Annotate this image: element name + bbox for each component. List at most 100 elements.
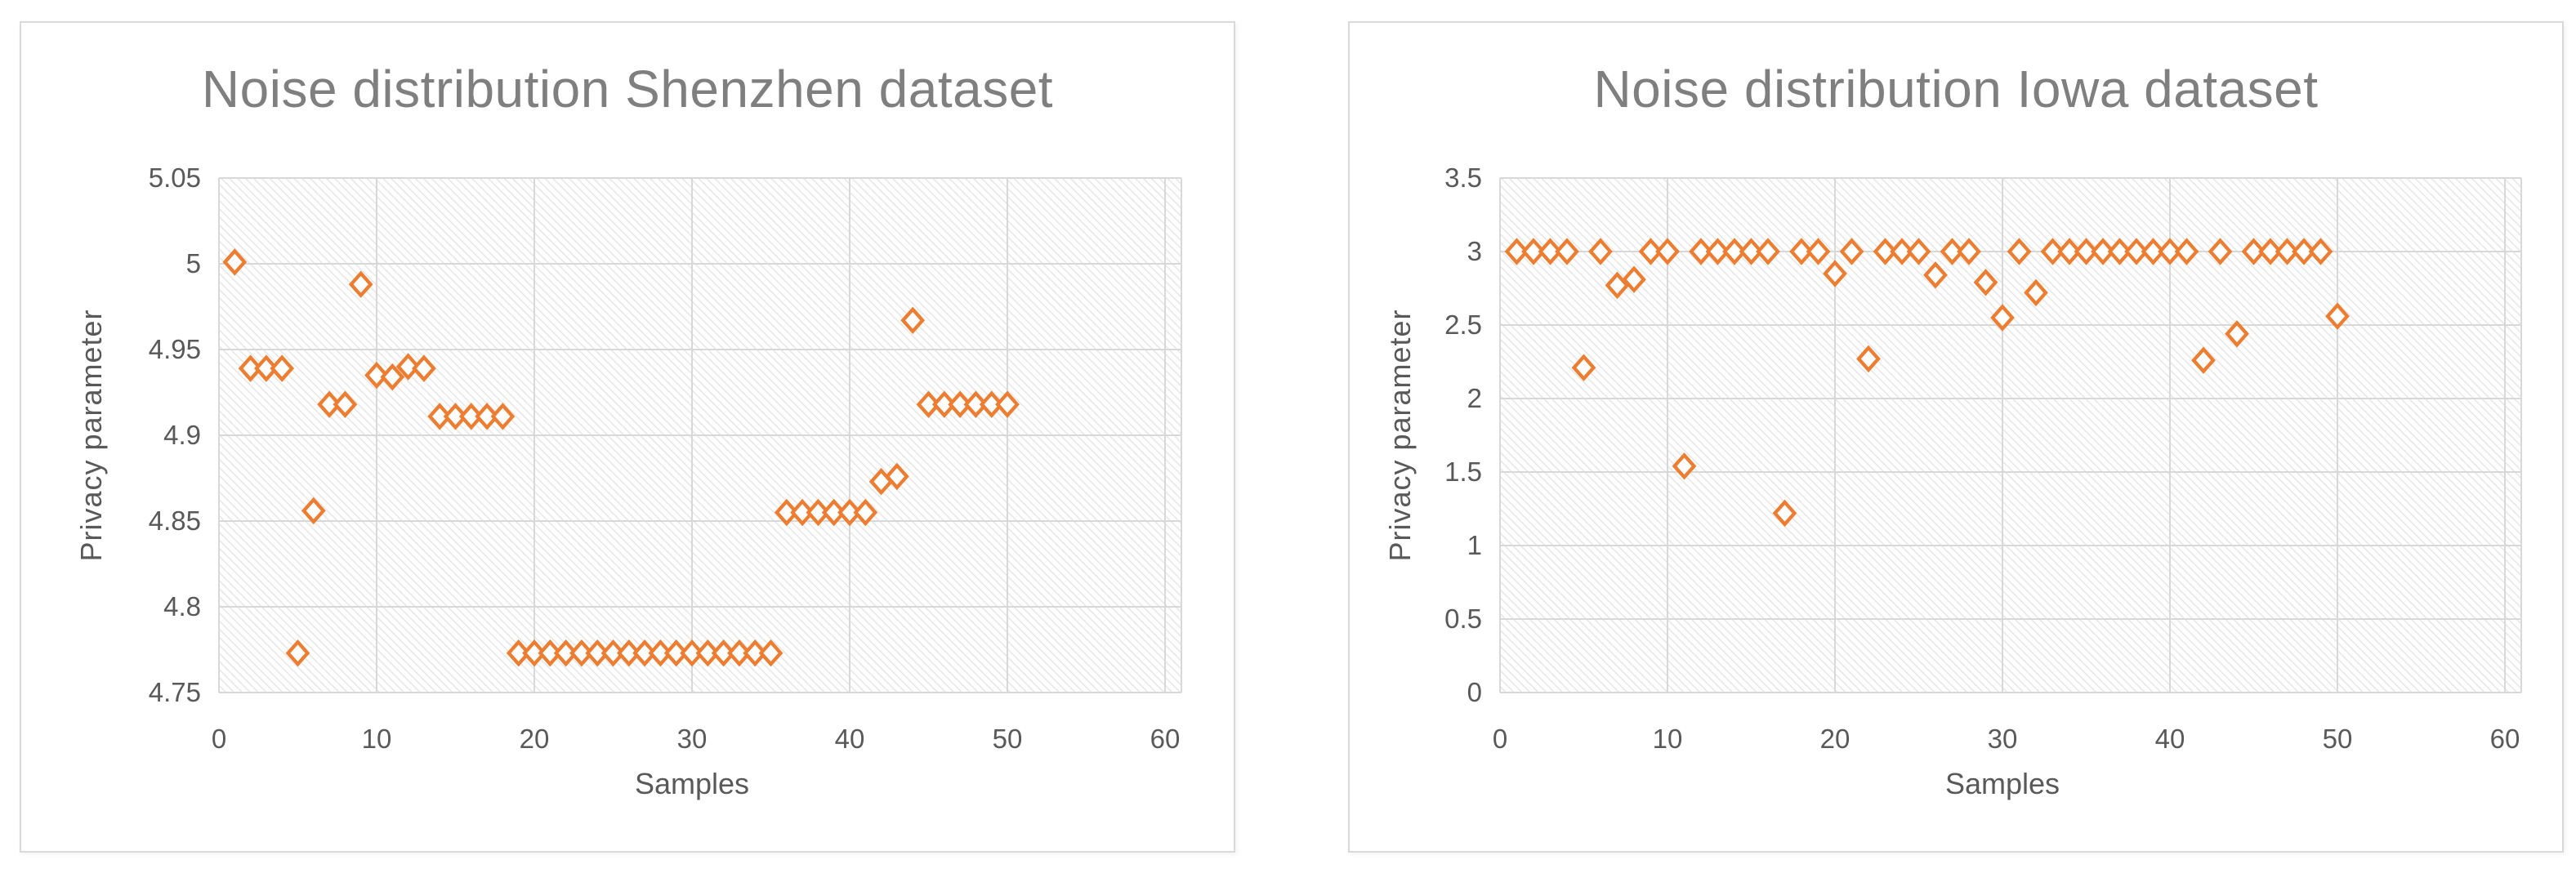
data-point-marker bbox=[1739, 238, 1764, 265]
data-point-marker bbox=[680, 639, 704, 667]
data-point-marker bbox=[380, 363, 405, 391]
x-tick-label: 20 bbox=[1820, 724, 1851, 754]
y-tick-label: 5 bbox=[186, 248, 201, 278]
y-tick-label: 0.5 bbox=[1444, 604, 1482, 634]
y-tick-label: 4.95 bbox=[149, 334, 201, 364]
data-point-marker bbox=[931, 390, 957, 418]
y-tick-label: 3.5 bbox=[1444, 163, 1482, 193]
data-point-marker bbox=[1990, 304, 2015, 332]
y-tick-label: 4.8 bbox=[163, 591, 201, 621]
data-point-marker bbox=[1906, 238, 1931, 265]
data-point-marker bbox=[412, 354, 436, 382]
data-point-marker bbox=[458, 403, 484, 430]
data-point-marker bbox=[616, 639, 641, 667]
data-point-marker bbox=[2258, 238, 2283, 265]
data-point-marker bbox=[727, 639, 752, 667]
x-tick-label: 30 bbox=[1988, 724, 2018, 754]
chart-title: Noise distribution Shenzhen dataset bbox=[201, 60, 1054, 118]
data-point-marker bbox=[1856, 345, 1881, 373]
data-point-marker bbox=[1571, 354, 1596, 381]
x-tick-label: 0 bbox=[212, 724, 226, 754]
x-tick-label: 50 bbox=[993, 724, 1023, 754]
data-point-marker bbox=[348, 270, 373, 298]
y-tick-label: 4.75 bbox=[149, 677, 201, 707]
data-point-marker bbox=[490, 403, 516, 430]
data-point-marker bbox=[837, 498, 862, 527]
data-point-marker bbox=[2191, 346, 2216, 374]
data-point-marker bbox=[443, 403, 468, 430]
data-point-marker bbox=[1823, 260, 1847, 287]
y-tick-label: 2 bbox=[1467, 383, 1482, 413]
data-point-marker bbox=[2241, 238, 2266, 265]
x-tick-label: 40 bbox=[835, 724, 865, 754]
data-point-marker bbox=[2040, 238, 2065, 265]
data-point-marker bbox=[853, 498, 878, 527]
data-point-marker bbox=[301, 497, 326, 525]
data-point-marker bbox=[522, 639, 547, 667]
x-tick-label: 10 bbox=[362, 724, 392, 754]
data-point-marker bbox=[395, 353, 421, 381]
data-point-marker bbox=[948, 390, 972, 418]
data-point-marker bbox=[2124, 238, 2149, 265]
x-axis-title: Samples bbox=[1944, 767, 2060, 800]
data-point-marker bbox=[475, 403, 499, 430]
data-point-marker bbox=[2007, 238, 2032, 265]
y-tick-label: 2.5 bbox=[1444, 310, 1482, 340]
data-point-marker bbox=[1722, 238, 1747, 265]
data-point-marker bbox=[538, 639, 563, 667]
data-point-marker bbox=[285, 639, 310, 667]
x-tick-label: 20 bbox=[520, 724, 550, 754]
data-point-marker bbox=[1622, 265, 1646, 293]
data-point-marker bbox=[1605, 271, 1630, 300]
y-tick-label: 1 bbox=[1467, 530, 1482, 560]
data-point-marker bbox=[1806, 238, 1831, 265]
data-point-marker bbox=[2158, 238, 2182, 265]
data-point-marker bbox=[2174, 238, 2199, 265]
data-point-marker bbox=[963, 390, 989, 418]
data-point-marker bbox=[2208, 238, 2233, 265]
data-point-marker bbox=[600, 639, 626, 667]
chart-panel-shenzhen[interactable]: 0 10 20 30 40 50 60 4.75 4.8 4.85 4.9 4.95 5 5.05 Noi… bbox=[20, 21, 1235, 853]
chart-title: Noise distribution Iowa dataset bbox=[1593, 60, 2319, 118]
x-tick-label: 0 bbox=[1493, 724, 1507, 754]
data-point-marker bbox=[2141, 238, 2166, 265]
data-point-marker bbox=[1957, 238, 1981, 265]
data-point-marker bbox=[222, 248, 248, 276]
data-point-marker bbox=[663, 639, 689, 667]
data-point-marker bbox=[2292, 238, 2316, 265]
x-tick-label: 60 bbox=[1150, 724, 1181, 754]
data-point-marker bbox=[695, 639, 721, 667]
data-point-marker bbox=[632, 639, 657, 667]
data-point-marker bbox=[1672, 452, 1697, 480]
y-tick-label: 0 bbox=[1467, 677, 1482, 707]
data-point-marker bbox=[821, 498, 846, 527]
data-point-marker bbox=[711, 639, 736, 667]
data-point-marker bbox=[2225, 320, 2249, 348]
data-point-marker bbox=[1689, 238, 1713, 265]
plot-area bbox=[1500, 178, 2521, 693]
data-point-marker bbox=[900, 306, 926, 335]
data-point-marker bbox=[238, 354, 263, 382]
data-point-marker bbox=[1521, 238, 1546, 265]
data-point-marker bbox=[1555, 238, 1579, 265]
x-tick-label: 40 bbox=[2155, 724, 2185, 754]
scatter-plot-shenzhen: 0 10 20 30 40 50 60 4.75 4.8 4.85 4.9 4.95 5 5.05 bbox=[149, 163, 1182, 754]
x-tick-label: 10 bbox=[1653, 724, 1683, 754]
x-tick-label: 60 bbox=[2490, 724, 2520, 754]
data-point-marker bbox=[790, 498, 815, 527]
data-point-marker bbox=[1973, 269, 1998, 296]
data-point-marker bbox=[743, 639, 768, 667]
data-point-marker bbox=[1638, 238, 1663, 265]
data-point-marker bbox=[2325, 302, 2350, 330]
data-point-marker bbox=[1655, 238, 1680, 265]
data-point-marker bbox=[1873, 238, 1898, 265]
y-tick-label: 4.85 bbox=[149, 506, 201, 536]
data-point-marker bbox=[2057, 238, 2082, 265]
x-tick-label: 30 bbox=[677, 724, 708, 754]
chart-panel-iowa[interactable]: 0 10 20 30 40 50 60 0 0.5 1 1.5 2 2.5 3 3.5 Noise dist… bbox=[1348, 21, 2564, 853]
data-point-marker bbox=[648, 639, 673, 667]
scatter-plot-iowa: 0 10 20 30 40 50 60 0 0.5 1 1.5 2 2.5 3 3.5 bbox=[1444, 163, 2522, 754]
data-point-marker bbox=[2024, 278, 2048, 307]
x-axis-title: Samples bbox=[634, 767, 750, 800]
